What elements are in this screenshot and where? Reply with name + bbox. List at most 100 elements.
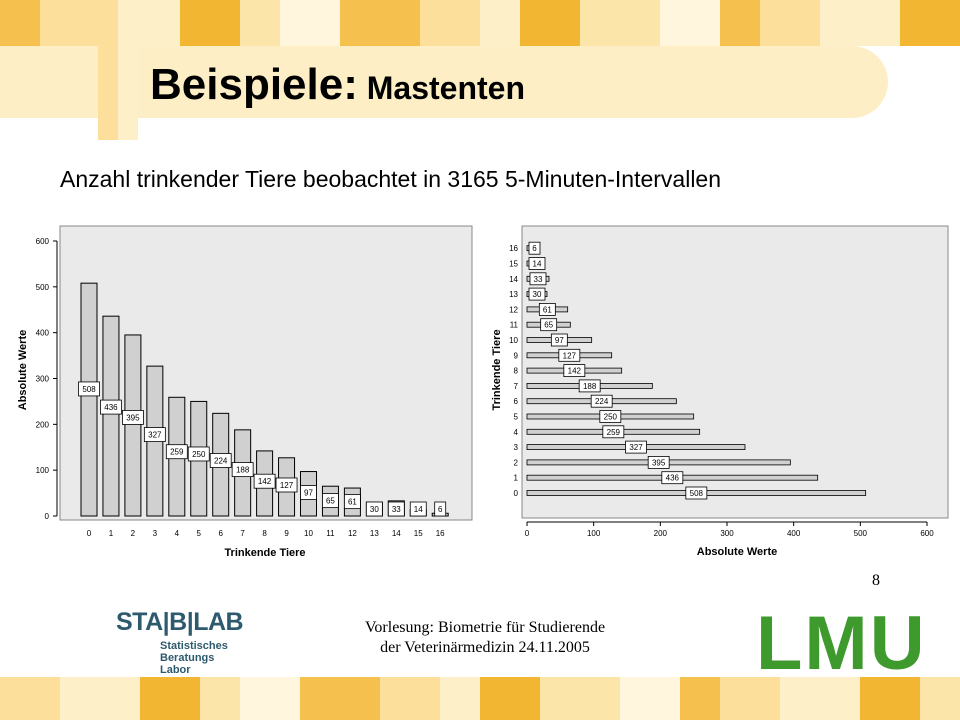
left-bar-label-box: [231, 462, 254, 478]
stripe: [680, 677, 720, 720]
left-bar-label-box: [122, 410, 144, 425]
right-bar-label: 6: [532, 244, 537, 253]
right-y-tick-label: 12: [509, 305, 518, 314]
right-x-tick-label: 400: [787, 529, 801, 538]
left-bar-label-box: [165, 444, 188, 460]
left-y-tick-label: 500: [36, 283, 50, 292]
right-bar-label-box: [602, 425, 625, 439]
stripe: [420, 0, 480, 46]
right-bar-label-box: [529, 272, 547, 286]
right-y-tick-label: 11: [510, 321, 519, 330]
right-y-tick-label: 10: [509, 336, 518, 345]
left-y-tick-label: 100: [36, 466, 50, 475]
left-x-tick-label: 10: [304, 529, 313, 538]
right-y-tick-label: 13: [509, 290, 518, 299]
lmu-logo: LMU: [756, 601, 927, 686]
right-bar-label: 250: [604, 413, 618, 422]
right-bar-label: 127: [563, 351, 577, 360]
right-y-tick-label: 6: [514, 397, 519, 406]
left-x-tick-label: 0: [87, 529, 92, 538]
left-bar-label-box: [387, 501, 405, 517]
left-x-tick-label: 9: [284, 529, 289, 538]
right-bar-label: 259: [607, 428, 621, 437]
right-y-axis-label: Trinkende Tiere: [491, 329, 503, 410]
right-bar-label: 436: [666, 474, 680, 483]
left-bar-label: 6: [438, 505, 443, 514]
right-y-tick-label: 7: [514, 382, 519, 391]
left-bar-label: 33: [392, 505, 401, 514]
stripe: [240, 677, 300, 720]
stablab-logo-line-1: Statistisches: [160, 640, 228, 652]
left-bar: [124, 334, 142, 517]
right-bar-label: 508: [690, 489, 704, 498]
left-x-tick-label: 7: [240, 529, 245, 538]
right-x-tick-label: 0: [525, 529, 530, 538]
left-x-tick-label: 1: [109, 529, 114, 538]
stripe: [540, 677, 620, 720]
stripe: [480, 0, 520, 46]
right-y-tick-label: 5: [514, 413, 519, 422]
right-bar-label-box: [538, 302, 556, 316]
right-y-tick-label: 9: [514, 351, 519, 360]
stripe: [440, 677, 480, 720]
stripe: [40, 0, 100, 46]
stripe: [140, 677, 200, 720]
stablab-logo: STA|B|LAB Statistisches Beratungs Labor: [116, 608, 246, 676]
left-x-tick-label: 15: [414, 529, 423, 538]
right-bar-label: 395: [652, 458, 666, 467]
left-bar-label: 65: [326, 497, 335, 506]
left-y-tick-label: 600: [36, 237, 50, 246]
stripe: [920, 677, 960, 720]
left-bar-label: 127: [280, 481, 294, 490]
stripe: [900, 0, 960, 46]
stripe: [860, 677, 920, 720]
footer-line-1: Vorlesung: Biometrie für Studierende: [364, 619, 606, 636]
stripe: [580, 0, 660, 46]
stripe: [200, 677, 240, 720]
footer: Vorlesung: Biometrie für Studierende der…: [320, 618, 650, 658]
left-bar-label-box: [322, 493, 339, 509]
left-x-tick-label: 14: [392, 529, 401, 538]
title-gap: [0, 118, 960, 140]
left-bar-label: 14: [414, 505, 423, 514]
right-x-tick-label: 600: [920, 529, 934, 538]
right-bar-label: 327: [629, 443, 643, 452]
left-bar-label-box: [365, 501, 383, 517]
stripe: [720, 0, 760, 46]
footer-line-2: der Veterinärmedizin 24.11.2005: [380, 639, 590, 656]
stablab-logo-line-2: Beratungs: [160, 652, 215, 664]
right-bar-label: 97: [555, 336, 564, 345]
right-x-tick-label: 500: [854, 529, 868, 538]
right-x-tick-label: 200: [654, 529, 668, 538]
left-y-axis-label: Absolute Werte: [17, 330, 29, 410]
left-x-tick-label: 4: [175, 529, 180, 538]
right-bar-label-box: [590, 394, 613, 408]
left-bar-label: 97: [304, 489, 313, 498]
left-bar-label: 250: [192, 450, 206, 459]
title-vertical-stripes: [98, 0, 138, 140]
left-x-axis-label: Trinkende Tiere: [224, 547, 305, 559]
stripe: [180, 0, 240, 46]
right-bar-label-box: [685, 486, 708, 500]
right-bar-label-box: [563, 364, 586, 378]
right-bar-label-box: [625, 440, 647, 454]
left-x-tick-label: 8: [262, 529, 267, 538]
left-bar-label-box: [409, 501, 427, 517]
bottom-stripe-band: [0, 677, 960, 720]
left-x-tick-label: 13: [370, 529, 379, 538]
subtitle: Anzahl trinkender Tiere beobachtet in 31…: [60, 166, 722, 192]
stripe: [520, 0, 580, 46]
left-bar-label: 61: [348, 498, 357, 507]
right-y-tick-label: 8: [514, 367, 519, 376]
title-bar-background: [0, 46, 888, 118]
left-x-tick-label: 3: [153, 529, 158, 538]
left-bar-label: 508: [82, 385, 96, 394]
left-bar-label-box: [275, 477, 298, 493]
left-x-tick-label: 5: [197, 529, 202, 538]
title-sub: Mastenten: [366, 70, 526, 106]
title-main: Beispiele:: [150, 60, 358, 109]
left-bar-label: 436: [104, 403, 118, 412]
page-title: Beispiele: Mastenten: [150, 60, 525, 110]
stripe: [60, 677, 140, 720]
stripe: [0, 677, 60, 720]
